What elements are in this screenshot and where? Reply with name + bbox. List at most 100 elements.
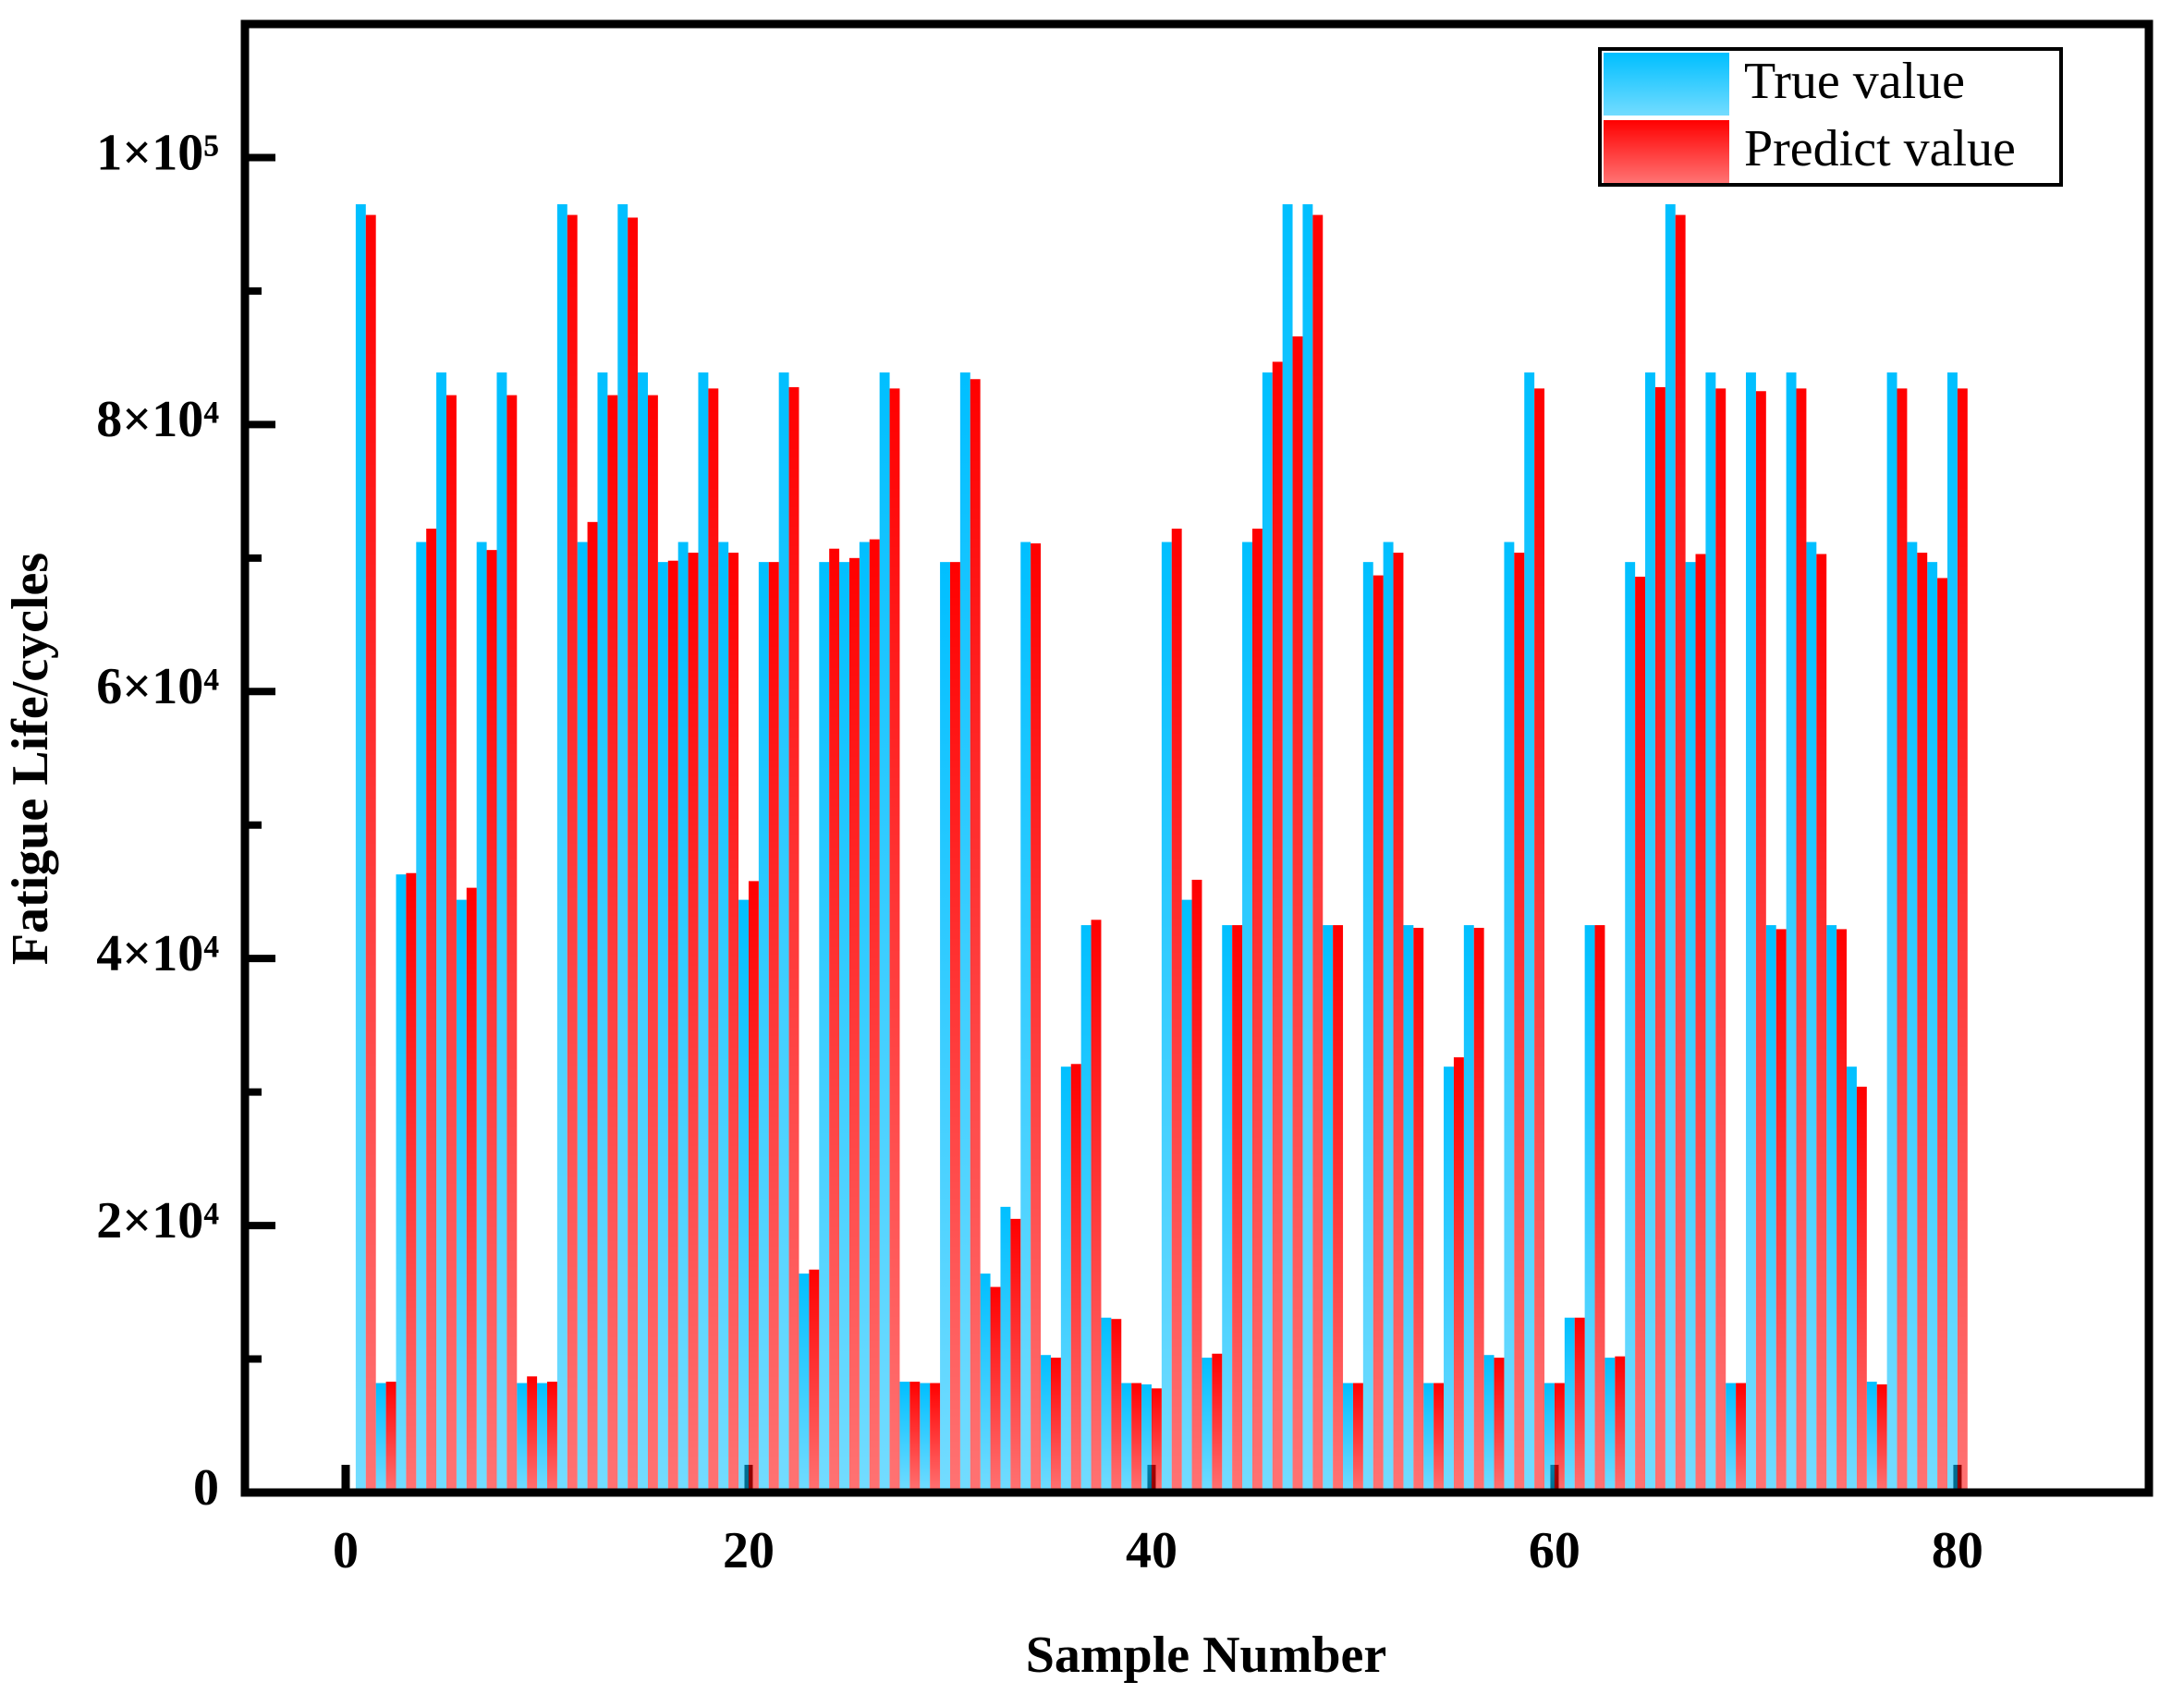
bar <box>1403 925 1414 1493</box>
bar <box>1041 1355 1051 1493</box>
bar <box>1534 388 1545 1493</box>
bar <box>1726 1383 1737 1493</box>
x-tick-label: 60 <box>1529 1522 1580 1579</box>
bar <box>486 550 497 1493</box>
bar <box>949 562 960 1493</box>
bar <box>1171 529 1182 1493</box>
bar <box>819 562 830 1493</box>
bar <box>809 1269 820 1493</box>
bar <box>748 881 759 1493</box>
bar <box>445 395 457 1493</box>
legend-swatch <box>1604 53 1729 116</box>
bar <box>940 562 950 1493</box>
bar <box>537 1383 547 1493</box>
bar <box>1141 1383 1152 1493</box>
x-tick-label: 80 <box>1932 1522 1983 1579</box>
bar <box>657 562 668 1493</box>
bar <box>396 874 407 1493</box>
bar <box>1333 925 1344 1493</box>
bar <box>920 1383 931 1493</box>
bar <box>1393 553 1404 1493</box>
bar <box>1383 542 1394 1493</box>
bar <box>1736 1383 1747 1493</box>
bar <box>617 204 628 1493</box>
bar <box>1957 388 1968 1493</box>
y-axis-title: Fatigue Life/cycles <box>2 553 59 965</box>
bar <box>1927 562 1938 1493</box>
bar <box>1222 925 1233 1493</box>
bar <box>647 395 658 1493</box>
bar <box>1897 388 1908 1493</box>
bar <box>1645 372 1655 1493</box>
bar <box>1453 1057 1464 1493</box>
bar <box>1604 1358 1616 1493</box>
bar <box>728 553 739 1493</box>
bar <box>1625 562 1636 1493</box>
bar <box>1847 1066 1857 1493</box>
bar <box>1111 1319 1122 1493</box>
bar <box>546 1382 557 1493</box>
bar <box>355 204 366 1493</box>
bar <box>1907 542 1918 1493</box>
bar <box>1775 929 1787 1493</box>
bar <box>1494 1358 1505 1493</box>
bar <box>365 214 376 1493</box>
bar <box>1755 391 1766 1493</box>
bar <box>1060 1066 1071 1493</box>
bar <box>1161 542 1172 1493</box>
bar <box>1856 1086 1867 1493</box>
bar <box>778 372 789 1493</box>
bar <box>597 372 608 1493</box>
bar <box>466 887 477 1493</box>
bar <box>436 372 446 1493</box>
bar <box>1444 1066 1454 1493</box>
bar <box>1765 925 1776 1493</box>
bar <box>1373 575 1384 1493</box>
bar <box>1695 554 1706 1493</box>
bar <box>628 217 639 1493</box>
legend-label: Predict value <box>1744 120 2016 177</box>
bar <box>1000 1206 1011 1493</box>
bar <box>1292 336 1303 1493</box>
bar <box>567 214 578 1493</box>
bar <box>1937 578 1948 1493</box>
bar <box>1070 1064 1081 1493</box>
bar <box>1413 927 1424 1493</box>
bar <box>406 872 417 1493</box>
bar <box>556 204 567 1493</box>
bar <box>1675 214 1686 1493</box>
bar <box>1242 542 1252 1493</box>
bar <box>1796 388 1807 1493</box>
bar <box>1362 562 1373 1493</box>
bar <box>698 372 709 1493</box>
bar <box>1262 372 1273 1493</box>
bar <box>1232 925 1243 1493</box>
bar <box>1091 920 1102 1493</box>
bar <box>1836 929 1848 1493</box>
bar <box>1050 1358 1061 1493</box>
bar <box>1121 1383 1132 1493</box>
bar <box>1473 927 1484 1493</box>
legend-label: True value <box>1744 53 1965 110</box>
bar <box>506 395 518 1493</box>
bar <box>848 557 860 1493</box>
bar <box>688 553 699 1493</box>
bar <box>1212 1353 1223 1493</box>
bar <box>1886 372 1897 1493</box>
y-tick-label: 0 <box>193 1459 219 1517</box>
y-tick-label: 4×10⁴ <box>96 925 219 982</box>
y-tick-label: 1×10⁵ <box>96 124 219 181</box>
bar <box>1251 529 1263 1493</box>
bar <box>1020 542 1031 1493</box>
bar <box>517 1383 528 1493</box>
bar <box>1463 925 1474 1493</box>
bar <box>426 529 437 1493</box>
bar <box>385 1382 397 1493</box>
y-tick-label: 8×10⁴ <box>96 391 219 448</box>
bar <box>1202 1358 1213 1493</box>
bar <box>1685 562 1696 1493</box>
bar <box>1514 553 1525 1493</box>
bar <box>587 521 598 1493</box>
bar <box>959 372 970 1493</box>
